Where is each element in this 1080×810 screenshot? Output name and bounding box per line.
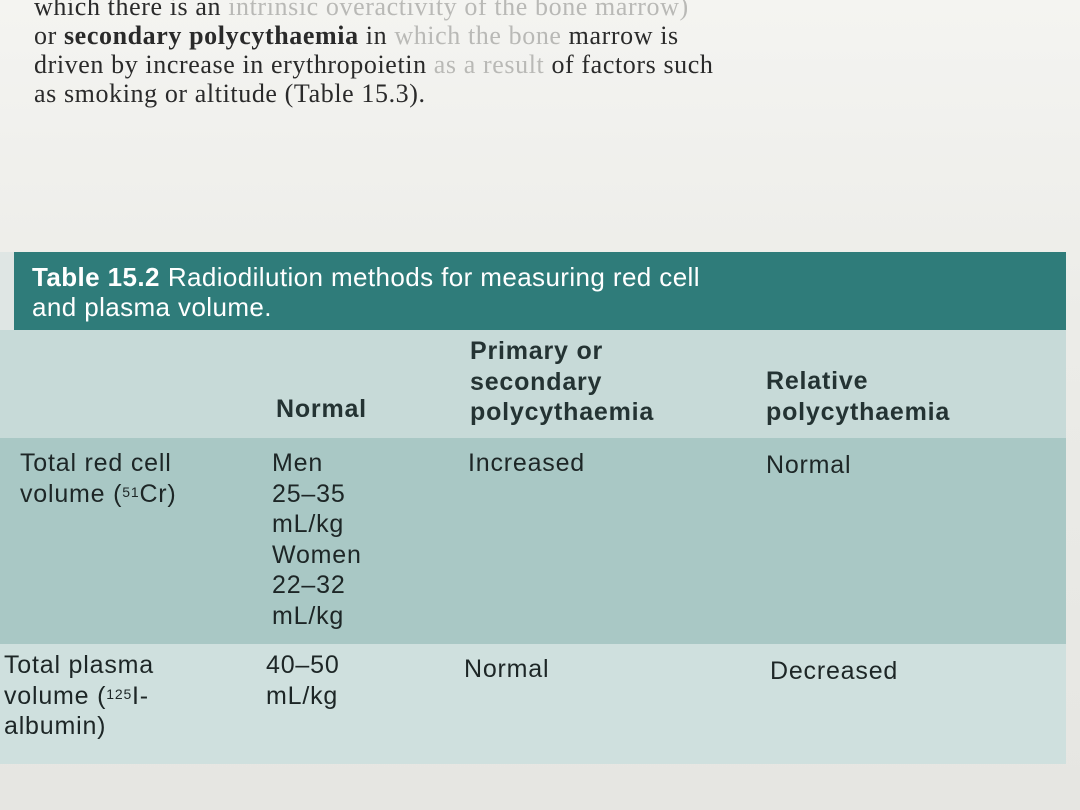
- relative-value: Normal: [766, 451, 852, 479]
- table-title-text: Radiodilution methods for measuring red …: [167, 262, 700, 292]
- book-prose: which there is an intrinsic overactivity…: [34, 0, 1054, 108]
- prose-line-1: which there is an intrinsic overactivity…: [34, 0, 689, 21]
- table-row: Total red cell volume (51Cr) Men 25–35 m…: [0, 438, 1066, 644]
- row-label: Total plasma volume (125I- albumin): [4, 651, 154, 740]
- header-primary-secondary: Primary or secondary polycythaemia: [470, 337, 655, 426]
- prose-line-2: or secondary polycythaemia in which the …: [34, 21, 679, 50]
- prose-line-4: as smoking or altitude (Table 15.3).: [34, 79, 426, 108]
- table-row: Total plasma volume (125I- albumin) 40–5…: [0, 644, 1066, 764]
- normal-value: 40–50 mL/kg: [266, 651, 340, 710]
- bold-term: secondary polycythaemia: [63, 21, 359, 50]
- table-number: Table 15.2: [32, 262, 160, 292]
- table-header-row: Normal Primary or secondary polycythaemi…: [0, 330, 1066, 438]
- normal-value: Men 25–35 mL/kg Women 22–32 mL/kg: [272, 449, 362, 630]
- prose-line-3: driven by increase in erythropoietin as …: [34, 50, 714, 79]
- primary-value: Increased: [468, 449, 585, 477]
- header-relative: Relative polycythaemia: [766, 367, 951, 426]
- relative-value: Decreased: [770, 657, 899, 685]
- header-normal: Normal: [276, 395, 367, 423]
- row-label: Total red cell volume (51Cr): [20, 449, 177, 508]
- table-title-line-2: and plasma volume.: [32, 292, 272, 322]
- primary-value: Normal: [464, 655, 550, 683]
- table-title: Table 15.2 Radiodilution methods for meas…: [14, 252, 1066, 330]
- table-15-2: Table 15.2 Radiodilution methods for meas…: [0, 252, 1066, 764]
